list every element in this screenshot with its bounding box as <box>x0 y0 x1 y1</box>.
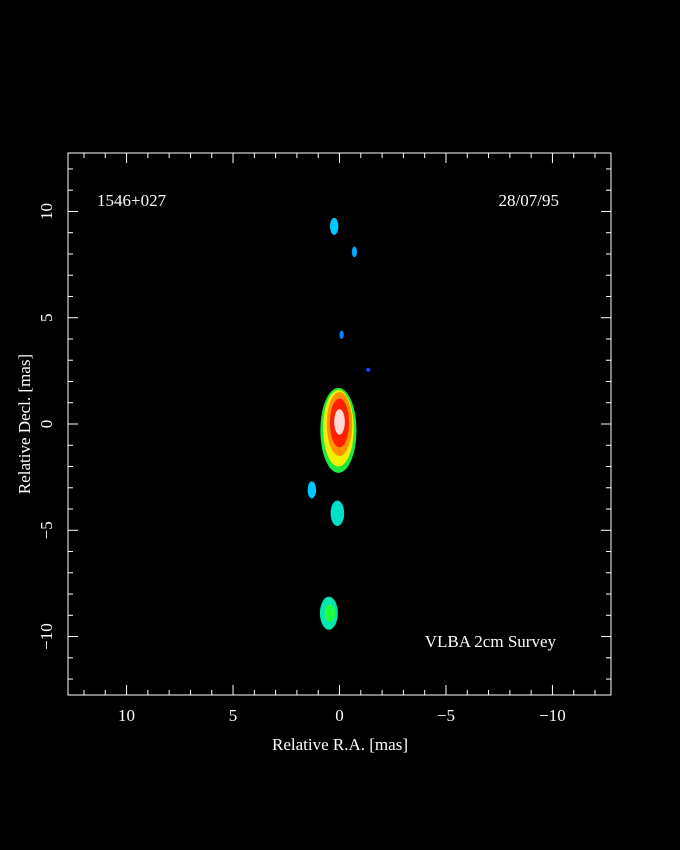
emission-component <box>330 500 345 527</box>
emission-component <box>324 604 336 622</box>
x-tick-label: 0 <box>335 706 344 725</box>
emission-component <box>366 367 371 372</box>
y-tick-label: −5 <box>37 521 56 539</box>
emission-component <box>329 217 339 235</box>
emission-component <box>334 409 345 435</box>
emission-component <box>339 330 344 339</box>
y-axis-label: Relative Decl. [mas] <box>15 354 34 494</box>
y-tick-label: 0 <box>37 420 56 429</box>
survey-label: VLBA 2cm Survey <box>425 632 557 651</box>
y-tick-label: 10 <box>37 203 56 220</box>
x-tick-label: −5 <box>437 706 455 725</box>
x-axis-label: Relative R.A. [mas] <box>272 735 408 754</box>
y-tick-label: 5 <box>37 313 56 322</box>
x-tick-label: 10 <box>118 706 135 725</box>
x-tick-label: −10 <box>539 706 566 725</box>
emission-component <box>307 481 317 499</box>
source-label: 1546+027 <box>97 191 167 210</box>
emission-component <box>351 246 357 258</box>
date-label: 28/07/95 <box>499 191 559 210</box>
y-tick-label: −10 <box>37 623 56 650</box>
x-tick-label: 5 <box>229 706 238 725</box>
